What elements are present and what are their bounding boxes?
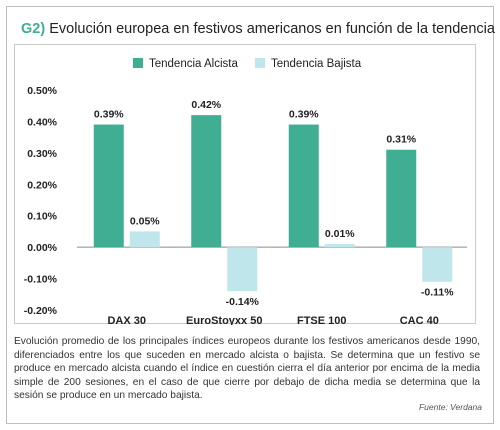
- x-category-label: EuroStoyxx 50: [186, 315, 262, 325]
- y-tick-label: 0.00%: [27, 242, 57, 254]
- data-label: 0.39%: [94, 109, 124, 121]
- y-tick-label: -0.20%: [24, 305, 58, 317]
- bar-bajista: [227, 247, 258, 292]
- data-label: 0.39%: [289, 109, 319, 121]
- x-category-label: CAC 40: [400, 315, 439, 325]
- bar-bajista: [422, 247, 453, 282]
- data-label: -0.11%: [421, 287, 454, 299]
- bar-alcista: [288, 124, 319, 248]
- y-tick-label: 0.30%: [27, 148, 57, 160]
- chart-area: Tendencia Alcista Tendencia Bajista 0.50% 0…: [14, 44, 476, 325]
- data-label: -0.14%: [226, 296, 260, 308]
- figure-title: G2) Evolución europea en festivos americ…: [21, 21, 495, 37]
- bar-alcista: [191, 115, 222, 248]
- legend-label-1: Tendencia Bajista: [271, 58, 362, 70]
- x-category-label: DAX 30: [107, 315, 146, 325]
- bar-alcista: [386, 149, 417, 248]
- legend-label-0: Tendencia Alcista: [149, 58, 238, 70]
- legend-swatch-0: [133, 58, 143, 68]
- figure-title-text: Evolución europea en festivos americanos…: [49, 21, 495, 37]
- y-tick-label: 0.50%: [27, 85, 57, 97]
- figure-caption: Evolución promedio de los principales ín…: [14, 336, 480, 402]
- data-label: 0.01%: [325, 228, 355, 240]
- y-tick-label: 0.10%: [27, 211, 57, 223]
- bar-chart: Tendencia Alcista Tendencia Bajista 0.50% 0…: [24, 58, 467, 325]
- figure-tag: G2): [21, 21, 46, 37]
- y-tick-label: 0.40%: [27, 116, 57, 128]
- bar-alcista: [93, 124, 124, 248]
- data-label: 0.42%: [191, 99, 221, 111]
- bar-bajista: [324, 244, 355, 248]
- y-tick-label: 0.20%: [27, 179, 57, 191]
- bar-bajista: [129, 231, 160, 248]
- legend-swatch-1: [255, 58, 265, 68]
- data-label: 0.31%: [386, 134, 416, 146]
- y-tick-label: -0.10%: [24, 274, 58, 286]
- figure-source: Fuente: Verdana: [418, 402, 482, 412]
- data-label: 0.05%: [130, 215, 160, 227]
- x-category-label: FTSE 100: [297, 315, 347, 325]
